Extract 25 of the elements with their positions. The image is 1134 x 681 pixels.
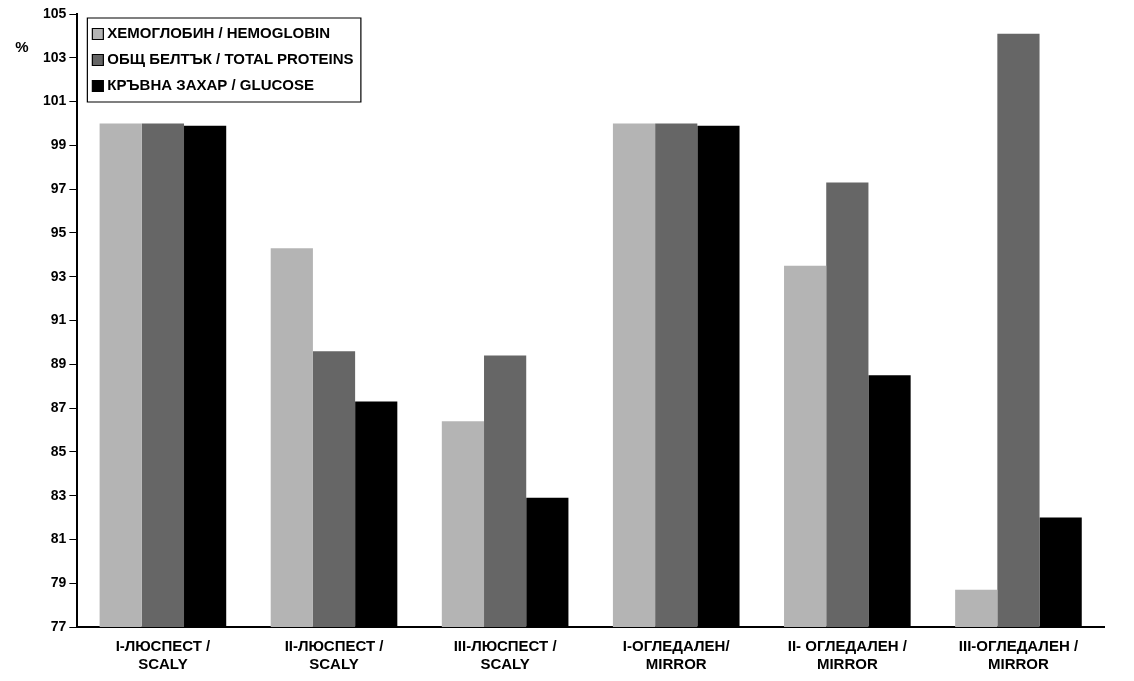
y-axis-title: % [15, 37, 29, 55]
y-tick-label: 101 [43, 92, 67, 109]
x-tick-label: III-ОГЛЕДАЛЕН / MIRROR [958, 637, 1079, 673]
y-tick-label: 87 [50, 398, 67, 415]
legend-label: ХЕМОГЛОБИН / HEMOGLOBIN [107, 24, 331, 42]
y-tick-label: 93 [50, 267, 67, 284]
y-tick-label: 89 [50, 355, 67, 372]
y-tick-label: 81 [50, 530, 67, 547]
y-tick-label: 95 [50, 223, 67, 240]
y-tick-label: 99 [50, 136, 67, 153]
y-tick-label: 85 [50, 442, 67, 459]
y-tick-label: 103 [43, 48, 67, 65]
y-tick-label: 97 [50, 180, 67, 196]
y-tick-label: 83 [50, 486, 67, 503]
x-tick-label: I-ЛЮСПЕСТ / SCALY [115, 637, 211, 673]
y-tick-label: 77 [50, 617, 67, 634]
legend-label: ОБЩ БЕЛТЪК / TOTAL PROTEINS [107, 50, 354, 68]
x-tick-label: I-ОГЛЕДАЛЕН/ MIRROR [622, 637, 731, 673]
y-tick-label: 105 [43, 4, 67, 21]
x-tick-label: II- ОГЛЕДАЛЕН / MIRROR [787, 637, 908, 673]
legend-label: КРЪВНА ЗАХАР / GLUCOSE [107, 76, 314, 94]
y-tick-label: 79 [50, 574, 67, 591]
x-tick-label: II-ЛЮСПЕСТ / SCALY [284, 637, 385, 673]
x-tick-label: III-ЛЮСПЕСТ / SCALY [453, 637, 558, 673]
y-tick-label: 91 [50, 311, 67, 328]
